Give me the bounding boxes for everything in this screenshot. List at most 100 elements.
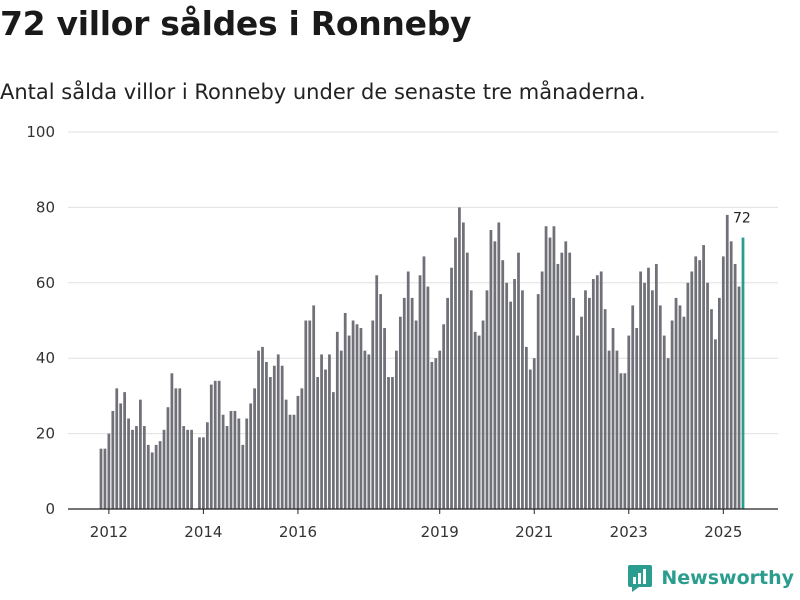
bar [237,418,241,509]
bar [367,354,371,509]
bar [304,320,308,509]
bar [178,388,182,509]
bar [528,369,532,509]
bar [410,297,414,509]
bar-highlight [741,237,745,509]
y-tick-label: 100 [26,123,55,141]
bar [158,441,162,509]
bar [383,328,386,509]
bar [249,403,253,509]
bar [186,429,190,509]
bar [580,316,583,509]
bar [131,429,134,509]
bar [690,271,694,509]
bar [217,380,221,509]
bar [560,252,564,509]
bar [458,207,461,509]
bar [611,328,615,509]
bar [548,237,552,509]
bar [686,282,690,509]
bar [406,271,410,509]
y-tick-label: 0 [45,500,55,518]
bar [670,320,674,509]
x-tick-label: 2025 [704,523,742,541]
bar [442,324,446,509]
bar [257,350,260,509]
bar [296,395,300,509]
bar [595,275,599,509]
bar [454,237,457,509]
bar [631,305,635,509]
bar [619,373,623,509]
bar [225,426,229,509]
bar [576,335,579,509]
bar [505,282,509,509]
bar [414,320,418,509]
bar [643,282,646,509]
bar [276,354,280,509]
bar [540,271,544,509]
bar [733,263,737,509]
bar [221,414,225,509]
bar [639,271,642,509]
bar [402,297,406,509]
bar [615,350,619,509]
x-tick-label: 2012 [90,523,128,541]
bar [706,282,709,509]
bar [501,260,505,509]
bar [142,426,146,509]
bar [532,358,536,509]
bar [146,444,150,509]
x-axis: 2012 2014 2016 2019 2021 2023 2025 [68,508,778,541]
bar [162,429,166,509]
bar [127,418,130,509]
bar [320,354,323,509]
bar [635,328,639,509]
bar [316,377,320,509]
bar [647,267,650,509]
bar [481,320,485,509]
bar [698,260,702,509]
bar [485,290,489,509]
bar [674,297,678,509]
bar [324,369,327,509]
y-tick-label: 40 [36,349,55,367]
bar [398,316,402,509]
bar [229,410,233,509]
bar [135,426,138,509]
bar [202,437,205,509]
bar [682,316,686,509]
bar [521,290,524,509]
bars: 72 [99,207,751,510]
x-tick-label: 2016 [279,523,317,541]
bar [119,403,123,509]
bar [387,377,390,509]
x-tick-label: 2021 [515,523,553,541]
y-tick-label: 20 [36,425,55,443]
bar [489,230,493,509]
bar [438,350,442,509]
bar [658,305,662,509]
bar [339,350,343,509]
bar [517,252,520,509]
bar [107,433,111,509]
bar [434,358,438,509]
bar [355,324,359,509]
bar [253,388,256,509]
x-tick-label: 2023 [610,523,648,541]
y-axis-ticks: 0 20 40 60 80 100 [26,123,55,518]
bar [552,226,556,509]
bar [525,346,528,509]
bar [359,328,363,509]
bar [714,339,717,509]
bar [702,245,705,509]
bar [245,418,249,509]
bar [568,252,572,509]
bar [469,290,473,509]
bar [115,388,119,509]
bar [300,388,304,509]
bar [99,448,103,509]
bar [233,410,237,509]
brand: Newsworthy [627,564,794,592]
bar [170,373,174,509]
